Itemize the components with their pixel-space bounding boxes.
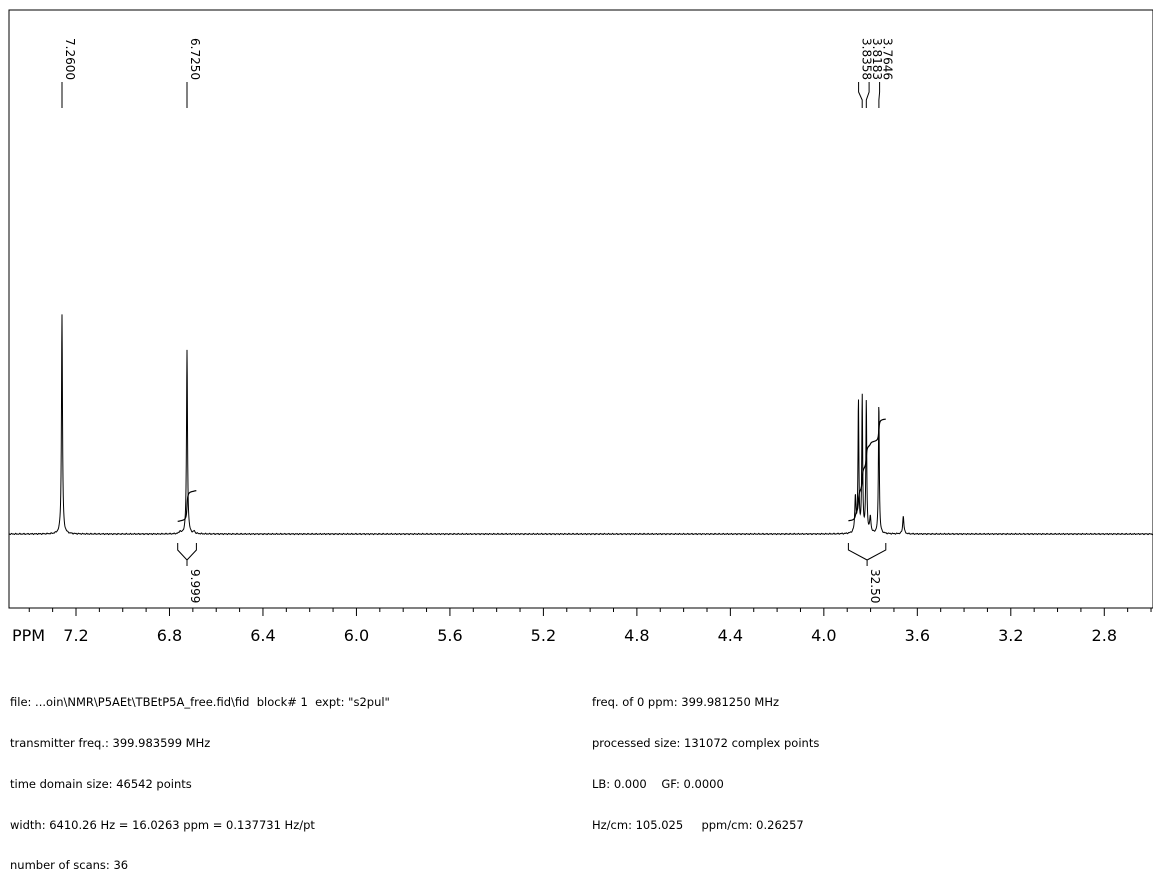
plot-frame — [8, 9, 1153, 609]
x-tick-label: 4.0 — [811, 626, 836, 645]
meta-lbgf-line: LB: 0.000 GF: 0.0000 — [592, 776, 724, 791]
integral-bracket — [847, 543, 887, 566]
peak-labels: 7.26006.72503.83583.81833.76461.28091.26… — [61, 38, 895, 108]
x-tick-label: 2.8 — [1092, 626, 1117, 645]
x-tick-label: 3.2 — [998, 626, 1023, 645]
meta-file-line: file: ...oin\NMR\P5AEt\TBEtP5A_free.fid\… — [10, 695, 390, 710]
integral-value: 9.999 — [188, 569, 202, 603]
meta-domain-size-line: time domain size: 46542 points — [10, 776, 192, 791]
integral-bracket — [177, 543, 197, 566]
x-tick-label: 4.8 — [624, 626, 649, 645]
peak-label: 6.7250 — [188, 38, 202, 80]
x-axis-label: PPM — [12, 626, 45, 645]
peak-label-connector — [858, 82, 863, 108]
x-tick-label: 6.8 — [157, 626, 182, 645]
meta-scans-line: number of scans: 36 — [10, 858, 129, 873]
integral-curve — [177, 490, 197, 522]
integral-value: 32.50 — [868, 569, 882, 603]
x-tick-label: 3.6 — [905, 626, 930, 645]
x-axis: PPM7.26.86.46.05.65.24.84.44.03.63.22.82… — [9, 607, 1153, 645]
peak-label: 3.7646 — [881, 38, 895, 80]
integral-curve — [848, 418, 886, 522]
acquisition-parameters-left: file: ...oin\NMR\P5AEt\TBEtP5A_free.fid\… — [10, 669, 390, 887]
peak-label-connector — [865, 82, 870, 108]
x-tick-label: 5.6 — [437, 626, 462, 645]
peak-label-connector — [878, 82, 881, 108]
meta-transmitter-line: transmitter freq.: 399.983599 MHz — [10, 735, 211, 750]
x-tick-label: 4.4 — [718, 626, 743, 645]
x-tick-label: 7.2 — [63, 626, 88, 645]
x-tick-label: 5.2 — [531, 626, 556, 645]
peak-label: 7.2600 — [63, 38, 77, 80]
peak-label: 3.8358 — [860, 38, 874, 80]
acquisition-parameters-right: freq. of 0 ppm: 399.981250 MHz processed… — [592, 669, 819, 846]
meta-hzcm-line: Hz/cm: 105.025 ppm/cm: 0.26257 — [592, 817, 804, 832]
meta-freq0-line: freq. of 0 ppm: 399.981250 MHz — [592, 695, 780, 710]
spectrum-trace — [8, 314, 1153, 536]
meta-width-line: width: 6410.26 Hz = 16.0263 ppm = 0.1377… — [10, 817, 315, 832]
meta-processed-line: processed size: 131072 complex points — [592, 735, 820, 750]
x-tick-label: 6.4 — [250, 626, 275, 645]
peak-label: 3.8183 — [870, 38, 884, 80]
nmr-spectrum-chart: PPM7.26.86.46.05.65.24.84.44.03.63.22.82… — [8, 9, 1153, 645]
x-tick-label: 6.0 — [344, 626, 369, 645]
